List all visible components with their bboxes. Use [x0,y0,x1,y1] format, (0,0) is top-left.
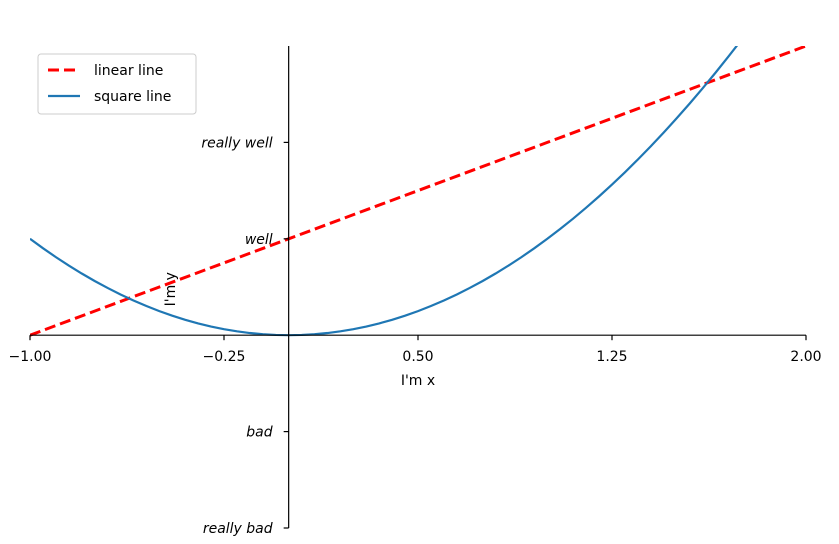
legend: linear line square line [37,53,197,115]
y-tick-label: bad [246,425,272,441]
x-axis-label: I'm x [401,373,435,389]
x-tick-label: 0.50 [402,349,433,365]
x-tick-label: 2.00 [790,349,821,365]
x-tick-label: −0.25 [203,349,246,365]
y-tick-label: well [245,232,273,248]
legend-frame [37,53,197,115]
legend-label: square line [94,89,171,105]
y-tick-label: really well [201,135,272,151]
legend-label: linear line [94,63,163,79]
ticks-layer: −1.00 −0.25 0.50 1.25 2.00 really bad bad well r… [9,135,822,537]
axes-layer [30,46,806,528]
series-layer [30,46,806,337]
series-line-linear [30,46,806,337]
series-line-square [30,46,739,337]
x-tick-label: −1.00 [9,349,52,365]
x-tick-label: 1.25 [596,349,627,365]
y-axis-label: I'm y [163,272,179,306]
y-tick-label: really bad [203,521,273,537]
